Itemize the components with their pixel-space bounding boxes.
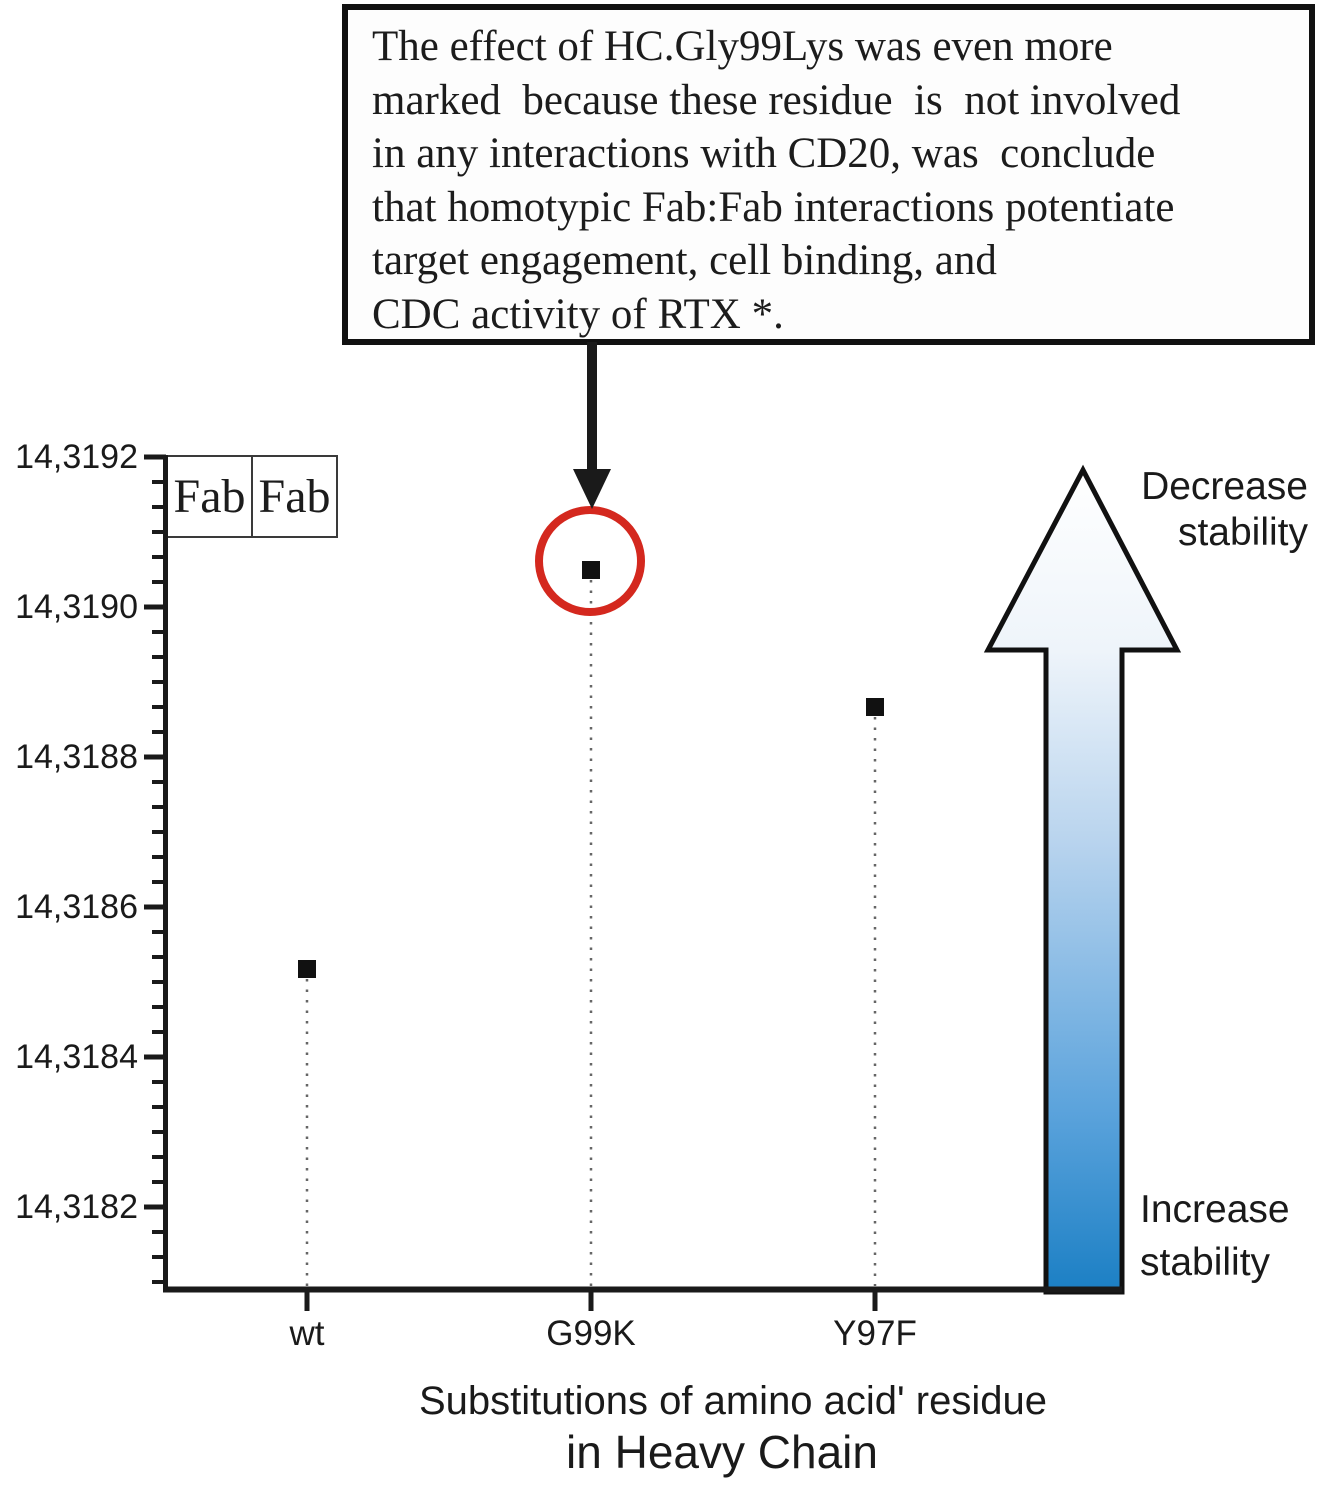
decrease-stability-line2: stability: [1177, 511, 1308, 554]
annotation-line: marked because these residue is not invo…: [372, 76, 1181, 124]
y-tick-label: 14,3188: [15, 738, 138, 776]
x-axis-ticks: [304, 1292, 878, 1311]
annotation-box: The effect of HC.Gly99Lys was even more …: [342, 4, 1315, 345]
annotation-line: target engagement, cell binding, and: [372, 237, 997, 284]
decrease-stability-label: Decrease stability: [1090, 464, 1308, 556]
data-point-y97f: [866, 698, 884, 716]
increase-stability-line2: stability: [1140, 1241, 1271, 1284]
x-tick-label-y97f: Y97F: [833, 1314, 917, 1353]
x-tick-label-wt: wt: [289, 1314, 325, 1353]
y-tick-label: 14,3192: [15, 438, 138, 476]
y-tick-label: 14,3184: [15, 1038, 138, 1076]
x-tick-label-g99k: G99K: [546, 1314, 636, 1353]
y-axis-minor-ticks: [152, 480, 166, 1284]
data-point-g99k: [582, 561, 600, 579]
data-point-wt: [298, 960, 316, 978]
highlight-circle: [535, 506, 645, 616]
increase-stability-label: Increase stability: [1140, 1183, 1320, 1289]
y-axis-major-ticks: [144, 454, 166, 1210]
y-tick-label: 14,3186: [15, 888, 138, 926]
decrease-stability-line1: Decrease: [1141, 465, 1308, 508]
annotation-line: in any interactions with CD20, was concl…: [372, 130, 1156, 177]
legend-cell-fab-1: Fab: [166, 455, 253, 538]
legend-cell-fab-2: Fab: [251, 455, 338, 538]
y-tick-label: 14,3182: [15, 1188, 138, 1226]
legend: Fab Fab: [166, 455, 338, 538]
annotation-line: The effect of HC.Gly99Lys was even more: [372, 23, 1113, 70]
pointer-arrowhead-icon: [573, 469, 611, 509]
y-tick-label: 14,3190: [15, 588, 138, 626]
x-axis-title: Substitutions of amino acid' residue: [419, 1379, 1047, 1423]
x-axis-subtitle: in Heavy Chain: [566, 1426, 878, 1478]
increase-stability-line1: Increase: [1140, 1188, 1290, 1231]
stability-gradient-arrow: [983, 464, 1182, 1295]
annotation-line: that homotypic Fab:Fab interactions pote…: [372, 183, 1175, 231]
annotation-line: CDC activity of RTX *.: [372, 290, 784, 338]
